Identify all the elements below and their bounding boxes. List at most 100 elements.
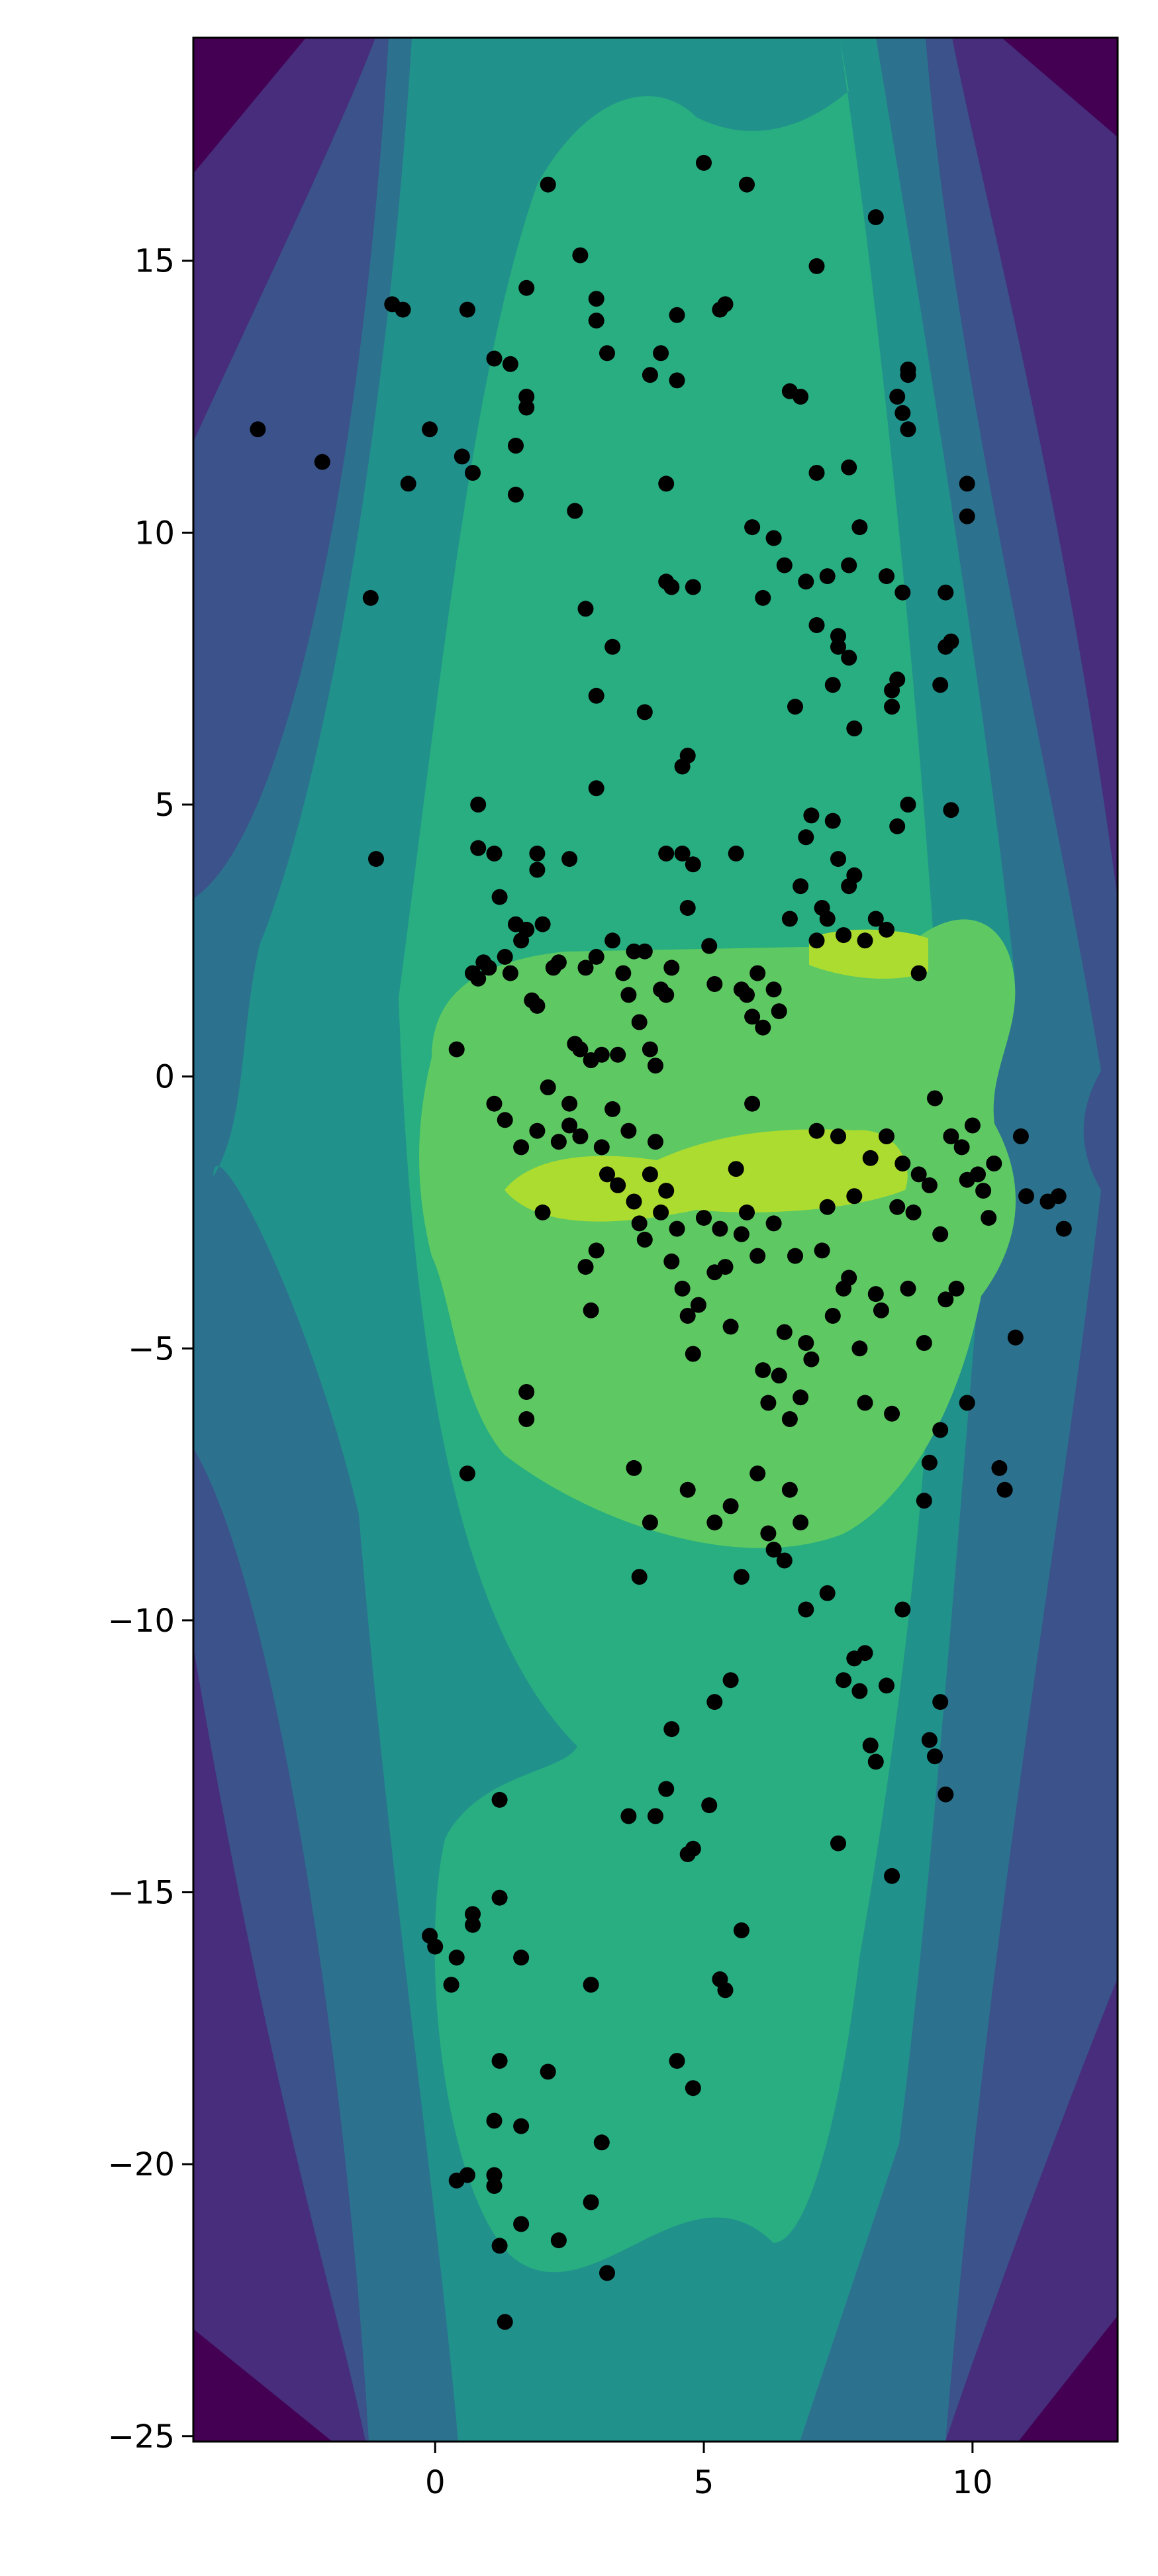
- scatter-point: [765, 530, 782, 546]
- scatter-point: [819, 568, 836, 585]
- scatter-point: [884, 1405, 900, 1422]
- scatter-point: [701, 1797, 718, 1814]
- scatter-point: [824, 1308, 841, 1324]
- scatter-point: [588, 313, 604, 329]
- scatter-point: [938, 1291, 954, 1308]
- scatter-point: [459, 2167, 475, 2183]
- scatter-point: [550, 2232, 567, 2249]
- scatter-point: [679, 900, 696, 916]
- scatter-point: [1050, 1188, 1067, 1205]
- y-axis: 15 10 5 0 −5 −10 −15 −20 −25: [108, 243, 193, 2455]
- scatter-point: [685, 579, 701, 595]
- scatter-point: [658, 1183, 675, 1199]
- scatter-point: [642, 1041, 658, 1058]
- scatter-points: [250, 154, 1072, 2330]
- scatter-point: [765, 981, 782, 998]
- scatter-point: [561, 1095, 578, 1112]
- scatter-point: [513, 2118, 530, 2134]
- scatter-point: [583, 1977, 599, 1993]
- scatter-point: [755, 1362, 771, 1379]
- scatter-point: [518, 279, 535, 296]
- scatter-point: [793, 1514, 809, 1531]
- scatter-point: [765, 1542, 782, 1558]
- scatter-point: [938, 584, 954, 601]
- scatter-point: [781, 911, 798, 927]
- scatter-point: [679, 748, 696, 764]
- scatter-point: [932, 1422, 949, 1438]
- scatter-point: [798, 1601, 814, 1618]
- scatter-point: [593, 2134, 610, 2151]
- scatter-point: [706, 1514, 723, 1531]
- y-tick-label: −25: [108, 2418, 175, 2455]
- scatter-point: [529, 862, 546, 878]
- scatter-point: [696, 1210, 712, 1226]
- scatter-point: [808, 617, 825, 633]
- scatter-point: [679, 1481, 696, 1498]
- scatter-point: [894, 405, 911, 421]
- scatter-point: [540, 2063, 556, 2080]
- scatter-point: [669, 1220, 685, 1237]
- scatter-point: [448, 1041, 465, 1058]
- scatter-point: [862, 1150, 879, 1166]
- scatter-point: [824, 813, 841, 829]
- contour-level-8: [505, 1129, 908, 1222]
- scatter-point: [658, 475, 675, 492]
- scatter-point: [669, 372, 685, 389]
- scatter-point: [921, 1732, 938, 1748]
- x-tick-label: 0: [425, 2464, 446, 2501]
- scatter-point: [599, 1166, 615, 1183]
- scatter-point: [696, 154, 712, 171]
- scatter-point: [486, 2112, 503, 2129]
- scatter-point: [648, 1808, 663, 1824]
- scatter-point: [626, 1193, 642, 1210]
- scatter-point: [722, 1318, 739, 1335]
- scatter-point: [422, 421, 438, 438]
- scatter-point: [798, 1335, 814, 1351]
- scatter-point: [991, 1460, 1008, 1476]
- scatter-point: [486, 845, 503, 862]
- scatter-point: [486, 2167, 503, 2183]
- scatter-point: [819, 1199, 836, 1215]
- scatter-point: [481, 960, 497, 976]
- scatter-point: [787, 1248, 803, 1264]
- scatter-point: [996, 1481, 1013, 1498]
- scatter-point: [314, 454, 330, 470]
- scatter-point: [604, 638, 621, 655]
- scatter-point: [706, 1694, 723, 1710]
- scatter-point: [550, 954, 567, 971]
- scatter-point: [502, 356, 518, 372]
- scatter-point: [798, 829, 814, 846]
- y-tick-label: 15: [134, 243, 175, 280]
- scatter-point: [803, 1351, 820, 1367]
- scatter-point: [508, 486, 524, 503]
- scatter-point: [701, 938, 718, 954]
- scatter-point: [830, 851, 846, 867]
- scatter-point: [900, 367, 916, 383]
- scatter-point: [513, 1950, 530, 1966]
- scatter-point: [577, 960, 594, 976]
- scatter-point: [593, 1046, 610, 1063]
- scatter-point: [900, 1280, 916, 1297]
- scatter-point: [744, 519, 761, 536]
- scatter-point: [669, 307, 685, 323]
- plot-frame: [192, 36, 1119, 2443]
- y-tick-label: 0: [154, 1059, 175, 1096]
- scatter-point: [889, 671, 906, 688]
- scatter-point: [981, 1210, 997, 1226]
- scatter-point: [529, 845, 546, 862]
- scatter-point: [572, 1041, 589, 1058]
- scatter-point: [841, 650, 857, 666]
- scatter-point: [739, 176, 755, 193]
- scatter-point: [889, 818, 906, 834]
- scatter-point: [658, 845, 675, 862]
- scatter-point: [513, 2216, 530, 2232]
- scatter-point: [518, 1384, 535, 1400]
- scatter-point: [685, 856, 701, 873]
- scatter-point: [518, 921, 535, 938]
- scatter-point: [529, 1122, 546, 1139]
- scatter-point: [465, 1906, 481, 1922]
- scatter-point: [857, 1645, 873, 1661]
- scatter-point: [648, 1058, 663, 1074]
- scatter-point: [760, 1395, 777, 1411]
